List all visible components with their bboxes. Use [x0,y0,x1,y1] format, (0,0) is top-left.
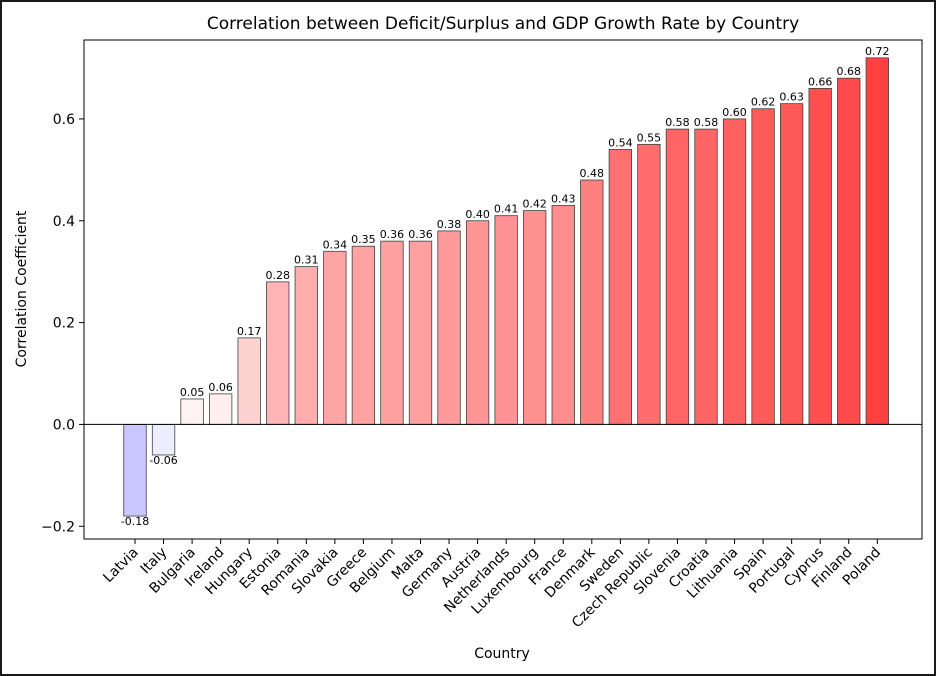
bar-germany [437,230,461,425]
bar-cyprus [808,87,832,425]
bar-malta [408,240,433,425]
bar-denmark [580,179,604,425]
bar-lithuania [722,118,747,425]
bar-poland [865,57,889,425]
bar-romania [294,266,318,425]
data-label: 0.48 [580,167,605,180]
data-label: 0.36 [380,228,405,241]
data-label: 0.43 [551,192,576,205]
bar-bulgaria [180,398,204,425]
y-tick-label: −0.2 [41,519,75,535]
data-label: 0.38 [437,218,462,231]
y-axis-title: Correlation Coefficient [14,210,30,367]
data-labels: -0.18 -0.06 0.05 0.06 0.17 0.280.31 0.34 0.35 0.… [121,45,890,528]
bar-portugal [780,103,804,425]
bar-austria [465,220,490,425]
x-axis: LatviaItalyBulgariaIrelandHungaryEstonia… [100,539,884,631]
bar-czech-republic [637,143,661,425]
bar-croatia [694,128,718,425]
data-label: 0.68 [837,65,862,78]
data-label: 0.66 [808,75,833,88]
x-axis-title: Country [474,646,530,662]
y-tick-label: 0.2 [53,316,75,332]
bar-sweden [608,149,632,425]
data-label: 0.17 [237,325,262,338]
data-label: 0.06 [208,381,233,394]
data-label: 0.58 [665,116,690,129]
data-label: 0.60 [722,106,747,119]
data-label: 0.54 [608,136,633,149]
data-label: 0.72 [865,45,890,58]
bar-italy [151,424,176,456]
bar-hungary [237,337,261,425]
data-label: 0.28 [266,269,291,282]
bar-estonia [266,281,290,425]
bar-france [551,205,575,425]
data-label: 0.63 [779,91,804,104]
data-label: 0.41 [494,203,519,216]
bar-greece [351,245,376,425]
data-label: 0.40 [465,208,490,221]
data-label: 0.62 [751,96,776,109]
bar-ireland [208,393,233,425]
data-label: 0.55 [637,131,662,144]
data-label: -0.06 [149,454,177,467]
data-label: 0.05 [180,386,205,399]
y-tick-label: 0.0 [53,417,75,433]
data-label: 0.31 [294,254,319,267]
data-label: 0.35 [351,233,376,246]
bar-belgium [380,240,404,425]
data-label: 0.34 [323,238,348,251]
chart-title: Correlation between Deficit/Surplus and … [207,14,799,34]
data-label: 0.58 [694,116,719,129]
y-tick-label: 0.4 [53,214,75,230]
bar-latvia [123,424,147,517]
plot-area [83,39,923,540]
bar-finland [837,77,861,425]
x-tick-label: Latvia [100,545,141,586]
data-label: 0.42 [522,198,547,211]
data-label: 0.36 [408,228,433,241]
bar-spain [751,108,775,425]
data-label: -0.18 [121,515,149,528]
bar-netherlands [494,215,518,425]
bar-slovenia [665,128,690,425]
bars-layer [123,57,889,517]
y-tick-label: 0.6 [53,112,75,128]
bar-slovakia [323,250,347,425]
y-axis: −0.2 0.0 0.2 0.4 0.6 [41,112,84,535]
bar-luxembourg [523,210,547,425]
